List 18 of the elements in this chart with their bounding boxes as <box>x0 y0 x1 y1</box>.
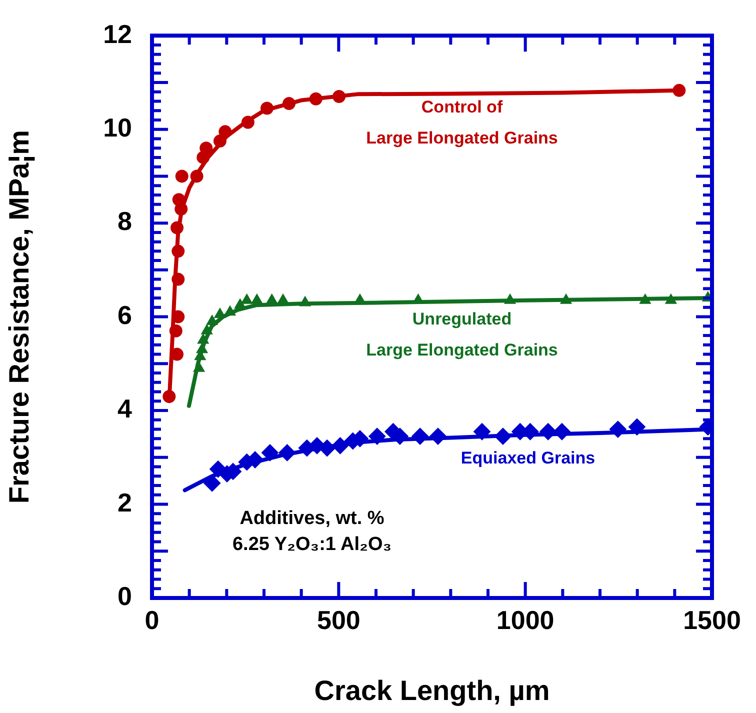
y-tick-label: 2 <box>118 487 132 518</box>
annotation: 6.25 Y₂O₃:1 Al₂O₃ <box>232 534 392 556</box>
y-tick-label: 6 <box>118 300 132 330</box>
y-tick-label: 4 <box>118 394 133 424</box>
x-tick-label: 1000 <box>496 604 554 635</box>
x-tick-label: 1500 <box>683 604 741 635</box>
y-tick-label: 12 <box>103 18 132 49</box>
y-tick-label: 8 <box>118 206 132 236</box>
series-label: Equiaxed Grains <box>460 448 596 468</box>
x-axis-title: Crack Length, µm <box>314 674 550 706</box>
x-tick-label: 500 <box>316 604 360 635</box>
y-axis-title: Fracture Resistance, MPa¦m <box>4 130 36 504</box>
y-tick-label: 10 <box>103 112 132 143</box>
series-label: Control of Large Elongated Grains <box>366 98 558 148</box>
x-tick-label: 0 <box>144 604 160 635</box>
annotation: Additives, wt. % <box>240 508 384 530</box>
series-label: Unregulated Large Elongated Grains <box>366 310 558 360</box>
y-tick-label: 0 <box>118 581 132 612</box>
